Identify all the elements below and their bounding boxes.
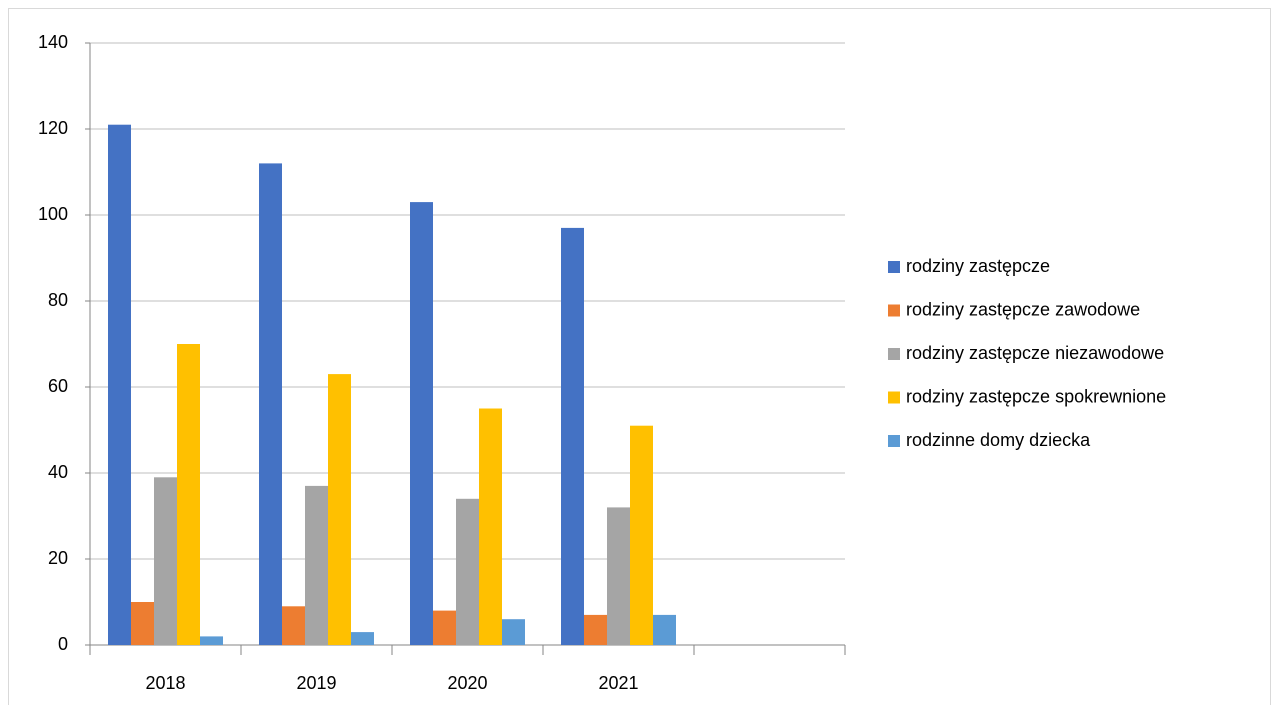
bar: [561, 227, 584, 645]
y-tick-label: 60: [48, 376, 68, 396]
bar: [200, 636, 223, 645]
bar: [154, 477, 177, 645]
y-tick-label: 80: [48, 290, 68, 310]
y-tick-label: 0: [58, 634, 68, 654]
legend-swatch: [888, 435, 900, 447]
bar: [584, 614, 607, 645]
bar: [479, 408, 502, 645]
bar: [502, 619, 525, 645]
chart-border: [8, 8, 1271, 705]
bar: [305, 485, 328, 645]
bar: [630, 425, 653, 645]
bar: [131, 602, 154, 645]
bar: [433, 610, 456, 645]
bar: [653, 614, 676, 645]
legend-swatch: [888, 391, 900, 404]
legend-label: rodziny zastępcze zawodowe: [906, 299, 1140, 319]
legend-swatch: [888, 261, 900, 273]
bar: [607, 507, 630, 645]
bar: [351, 632, 374, 645]
bar: [177, 344, 200, 645]
y-tick-label: 120: [38, 118, 68, 138]
bar: [328, 374, 351, 645]
legend-label: rodzinne domy dziecka: [906, 430, 1091, 450]
y-tick-label: 140: [38, 32, 68, 52]
bar: [456, 498, 479, 645]
x-tick-label: 2020: [447, 673, 487, 693]
bar: [282, 606, 305, 645]
y-tick-label: 20: [48, 548, 68, 568]
bar: [259, 163, 282, 645]
x-tick-label: 2018: [145, 673, 185, 693]
legend-swatch: [888, 304, 900, 317]
bar: [108, 124, 131, 645]
y-tick-label: 100: [38, 204, 68, 224]
legend-label: rodziny zastępcze: [906, 256, 1050, 276]
x-tick-label: 2021: [598, 673, 638, 693]
x-tick-label: 2019: [296, 673, 336, 693]
y-tick-label: 40: [48, 462, 68, 482]
legend-label: rodziny zastępcze niezawodowe: [906, 343, 1164, 363]
legend-label: rodziny zastępcze spokrewnione: [906, 386, 1166, 406]
bar: [410, 202, 433, 645]
legend-swatch: [888, 348, 900, 360]
